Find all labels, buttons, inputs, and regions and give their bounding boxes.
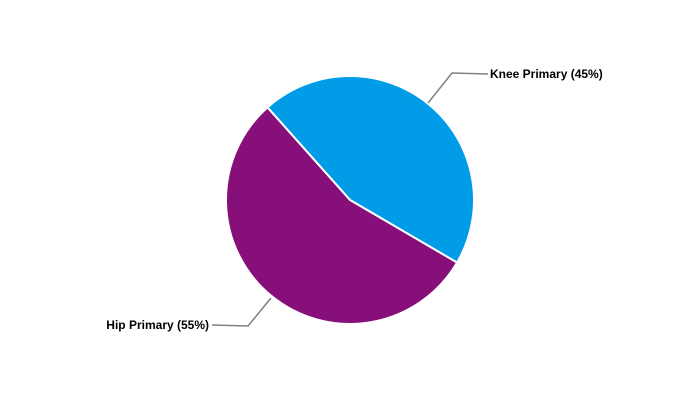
leader-line xyxy=(427,72,489,104)
leader-line xyxy=(211,297,272,327)
slice-label: Hip Primary (55%) xyxy=(106,318,209,332)
slice-label: Knee Primary (45%) xyxy=(490,67,603,81)
pie-slice-hip-primary xyxy=(225,106,459,325)
pie-slice-knee-primary xyxy=(266,75,475,264)
